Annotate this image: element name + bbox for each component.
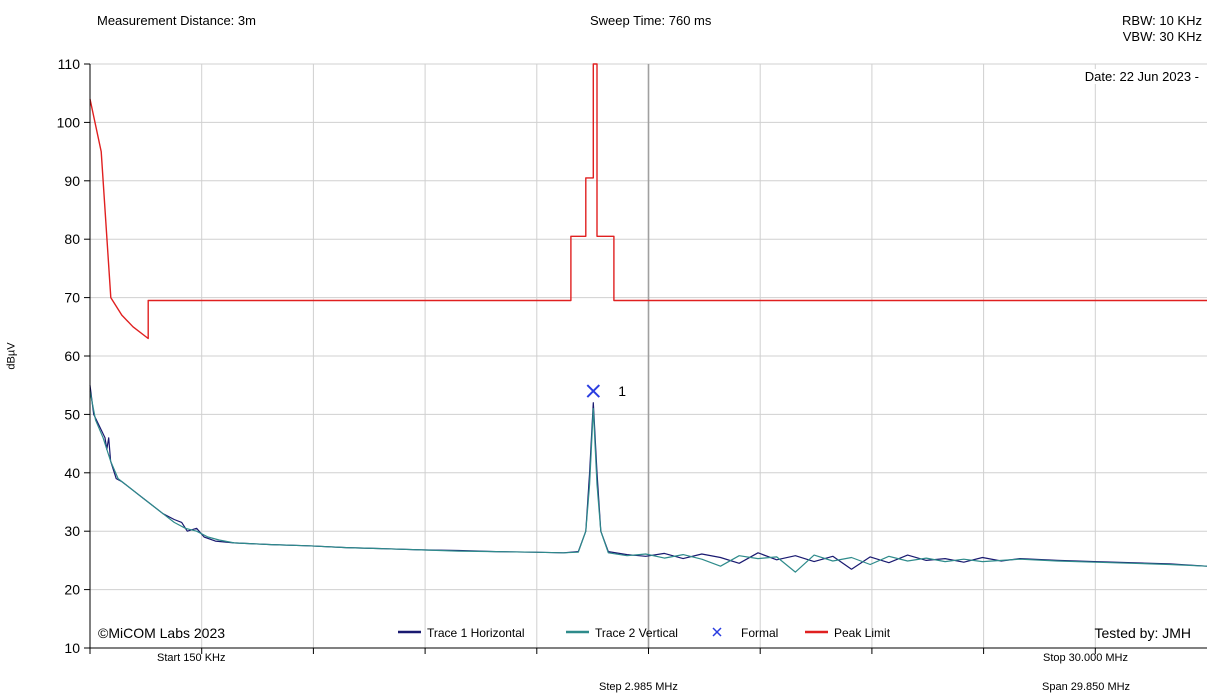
legend-item: Trace 1 Horizontal bbox=[398, 626, 525, 640]
y-tick-label: 90 bbox=[64, 173, 80, 189]
legend-item: Peak Limit bbox=[805, 626, 891, 640]
step-label: Step 2.985 MHz bbox=[599, 681, 678, 693]
axes: 10 20 30 40 50 60 70 80 90 100 110 bbox=[57, 56, 1207, 656]
peak-limit-line bbox=[89, 63, 1207, 340]
tested-by-label: Tested by: JMH bbox=[1094, 625, 1191, 641]
date-label: Date: 22 Jun 2023 - bbox=[1084, 69, 1199, 84]
legend-label: Formal bbox=[741, 626, 778, 640]
span-label: Span 29.850 MHz bbox=[1042, 681, 1131, 693]
legend: Trace 1 Horizontal Trace 2 Vertical Formal… bbox=[398, 626, 891, 640]
legend-swatch bbox=[712, 627, 722, 637]
y-tick-label: 60 bbox=[64, 348, 80, 364]
vbw-label: VBW: 30 KHz bbox=[1122, 29, 1202, 44]
copyright-label: ©MiCOM Labs 2023 bbox=[98, 625, 226, 641]
marker-layer: 1 bbox=[586, 383, 626, 399]
legend-label: Trace 1 Horizontal bbox=[427, 626, 525, 640]
sweep-time-label: Sweep Time: 760 ms bbox=[590, 13, 712, 28]
marker-x-stroke bbox=[586, 384, 601, 398]
y-tick-label: 50 bbox=[64, 406, 80, 422]
trace-layer bbox=[89, 385, 1207, 573]
y-tick-label: 40 bbox=[64, 465, 80, 481]
y-axis-label: dBµV bbox=[5, 342, 18, 370]
trace-2-vertical-line bbox=[89, 390, 1207, 573]
rbw-label: RBW: 10 KHz bbox=[1122, 13, 1202, 28]
stop-frequency-label: Stop 30.000 MHz bbox=[1043, 652, 1128, 664]
y-tick-label: 80 bbox=[64, 231, 80, 247]
legend-label: Trace 2 Vertical bbox=[595, 626, 678, 640]
marker-label: 1 bbox=[618, 383, 626, 399]
start-frequency-label: Start 150 KHz bbox=[157, 652, 226, 664]
grid bbox=[90, 63, 1207, 648]
y-tick-label: 100 bbox=[57, 114, 81, 130]
measurement-distance-label: Measurement Distance: 3m bbox=[97, 13, 256, 28]
y-tick-label: 20 bbox=[64, 582, 80, 598]
limit-layer bbox=[89, 63, 1207, 340]
legend-label: Peak Limit bbox=[834, 626, 891, 640]
marker-1: 1 bbox=[586, 383, 626, 399]
y-tick-label: 30 bbox=[64, 523, 80, 539]
y-tick-label: 110 bbox=[58, 56, 81, 72]
legend-item: Formal bbox=[712, 626, 778, 640]
legend-item: Trace 2 Vertical bbox=[566, 626, 678, 640]
y-tick-label: 70 bbox=[64, 290, 80, 306]
y-tick-label: 10 bbox=[64, 640, 80, 656]
